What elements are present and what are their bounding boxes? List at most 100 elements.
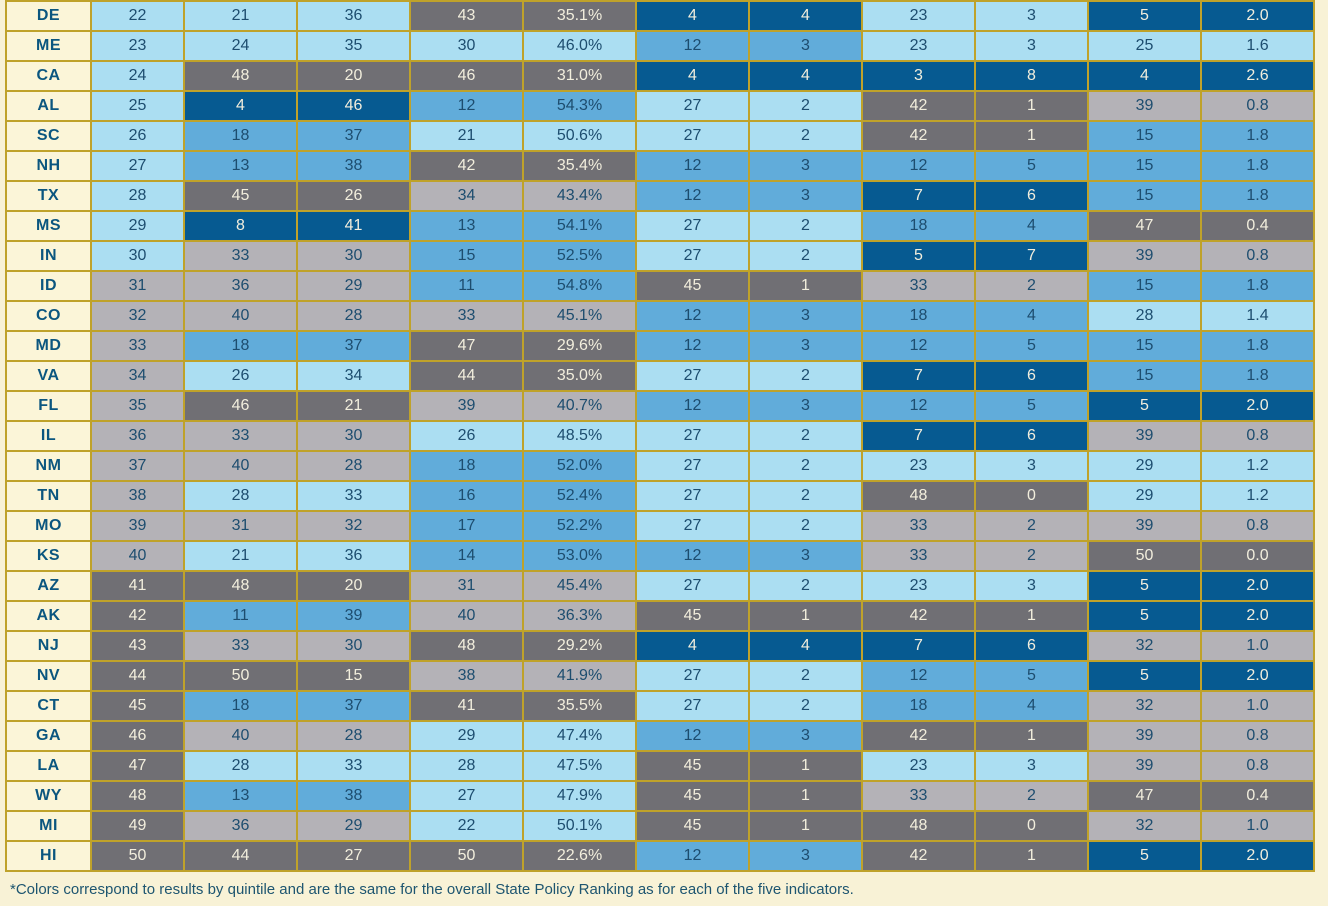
- indicator-4-value-cell: 5: [974, 330, 1089, 362]
- indicator-1-rank-cell: 8: [183, 210, 298, 242]
- indicator-3-rank-cell: 4: [635, 0, 750, 32]
- indicator-1-value-cell: 41: [296, 210, 411, 242]
- indicator-5-rank-cell: 5: [1087, 390, 1202, 422]
- indicator-4-rank-cell: 33: [861, 510, 976, 542]
- overall-rank-cell: 46: [90, 720, 185, 752]
- overall-rank-cell: 35: [90, 390, 185, 422]
- indicator-2-value-cell: 35.1%: [522, 0, 637, 32]
- indicator-2-rank-cell: 11: [409, 270, 524, 302]
- overall-rank-cell: 30: [90, 240, 185, 272]
- indicator-3-value-cell: 1: [748, 600, 863, 632]
- indicator-2-rank-cell: 33: [409, 300, 524, 332]
- indicator-2-rank-cell: 13: [409, 210, 524, 242]
- indicator-1-value-cell: 28: [296, 450, 411, 482]
- indicator-1-rank-cell: 24: [183, 30, 298, 62]
- state-cell: NH: [5, 150, 92, 182]
- indicator-3-rank-cell: 12: [635, 330, 750, 362]
- indicator-4-value-cell: 0: [974, 480, 1089, 512]
- indicator-3-rank-cell: 4: [635, 630, 750, 662]
- indicator-2-rank-cell: 30: [409, 30, 524, 62]
- table-row: IN 30 33 30 15 52.5% 27 2 5 7 39 0.8: [5, 240, 1315, 272]
- indicator-1-value-cell: 35: [296, 30, 411, 62]
- indicator-2-rank-cell: 31: [409, 570, 524, 602]
- state-cell: LA: [5, 750, 92, 782]
- state-cell: NV: [5, 660, 92, 692]
- indicator-2-value-cell: 35.5%: [522, 690, 637, 722]
- indicator-2-value-cell: 31.0%: [522, 60, 637, 92]
- state-cell: NM: [5, 450, 92, 482]
- indicator-3-value-cell: 2: [748, 360, 863, 392]
- state-cell: AL: [5, 90, 92, 122]
- indicator-3-value-cell: 3: [748, 540, 863, 572]
- indicator-2-rank-cell: 18: [409, 450, 524, 482]
- table-row: NJ 43 33 30 48 29.2% 4 4 7 6 32 1.0: [5, 630, 1315, 662]
- indicator-4-value-cell: 6: [974, 360, 1089, 392]
- overall-rank-cell: 27: [90, 150, 185, 182]
- indicator-2-value-cell: 54.8%: [522, 270, 637, 302]
- indicator-2-rank-cell: 42: [409, 150, 524, 182]
- footnote: *Colors correspond to results by quintil…: [0, 873, 1328, 906]
- indicator-4-value-cell: 6: [974, 630, 1089, 662]
- overall-rank-cell: 48: [90, 780, 185, 812]
- indicator-5-rank-cell: 32: [1087, 810, 1202, 842]
- indicator-5-rank-cell: 39: [1087, 510, 1202, 542]
- indicator-4-rank-cell: 18: [861, 210, 976, 242]
- indicator-5-value-cell: 1.4: [1200, 300, 1315, 332]
- indicator-3-value-cell: 1: [748, 750, 863, 782]
- table-row: MI 49 36 29 22 50.1% 45 1 48 0 32 1.0: [5, 810, 1315, 842]
- indicator-5-rank-cell: 29: [1087, 480, 1202, 512]
- indicator-5-rank-cell: 39: [1087, 240, 1202, 272]
- overall-rank-cell: 49: [90, 810, 185, 842]
- table-row: AK 42 11 39 40 36.3% 45 1 42 1 5 2.0: [5, 600, 1315, 632]
- indicator-1-rank-cell: 50: [183, 660, 298, 692]
- indicator-3-value-cell: 4: [748, 0, 863, 32]
- indicator-4-rank-cell: 48: [861, 480, 976, 512]
- indicator-2-rank-cell: 21: [409, 120, 524, 152]
- indicator-4-rank-cell: 42: [861, 720, 976, 752]
- ranking-table-body: DE 22 21 36 43 35.1% 4 4 23 3 5 2.0 ME 23 24 35 30 46.0% 1…: [5, 0, 1315, 872]
- indicator-3-value-cell: 2: [748, 210, 863, 242]
- indicator-3-rank-cell: 27: [635, 90, 750, 122]
- state-cell: MS: [5, 210, 92, 242]
- table-row: GA 46 40 28 29 47.4% 12 3 42 1 39 0.8: [5, 720, 1315, 752]
- indicator-5-value-cell: 2.0: [1200, 0, 1315, 32]
- indicator-3-rank-cell: 27: [635, 120, 750, 152]
- indicator-1-value-cell: 38: [296, 780, 411, 812]
- indicator-4-rank-cell: 23: [861, 30, 976, 62]
- indicator-2-rank-cell: 38: [409, 660, 524, 692]
- indicator-4-rank-cell: 23: [861, 750, 976, 782]
- indicator-3-value-cell: 1: [748, 780, 863, 812]
- indicator-1-rank-cell: 45: [183, 180, 298, 212]
- indicator-3-value-cell: 2: [748, 660, 863, 692]
- indicator-2-rank-cell: 26: [409, 420, 524, 452]
- overall-rank-cell: 26: [90, 120, 185, 152]
- indicator-3-value-cell: 3: [748, 390, 863, 422]
- indicator-5-value-cell: 1.6: [1200, 30, 1315, 62]
- indicator-1-value-cell: 30: [296, 420, 411, 452]
- state-cell: MO: [5, 510, 92, 542]
- indicator-3-value-cell: 3: [748, 300, 863, 332]
- state-cell: HI: [5, 840, 92, 872]
- overall-rank-cell: 39: [90, 510, 185, 542]
- indicator-1-rank-cell: 21: [183, 540, 298, 572]
- indicator-4-value-cell: 0: [974, 810, 1089, 842]
- indicator-3-rank-cell: 12: [635, 30, 750, 62]
- indicator-5-value-cell: 2.0: [1200, 600, 1315, 632]
- table-row: CO 32 40 28 33 45.1% 12 3 18 4 28 1.4: [5, 300, 1315, 332]
- indicator-5-value-cell: 1.8: [1200, 180, 1315, 212]
- indicator-2-rank-cell: 29: [409, 720, 524, 752]
- indicator-5-value-cell: 0.8: [1200, 510, 1315, 542]
- indicator-3-rank-cell: 27: [635, 510, 750, 542]
- indicator-1-value-cell: 46: [296, 90, 411, 122]
- indicator-4-value-cell: 1: [974, 90, 1089, 122]
- indicator-5-rank-cell: 50: [1087, 540, 1202, 572]
- indicator-4-value-cell: 3: [974, 30, 1089, 62]
- indicator-4-rank-cell: 48: [861, 810, 976, 842]
- indicator-4-rank-cell: 3: [861, 60, 976, 92]
- indicator-1-rank-cell: 36: [183, 270, 298, 302]
- ranking-table: DE 22 21 36 43 35.1% 4 4 23 3 5 2.0 ME 23 24 35 30 46.0% 1…: [5, 0, 1315, 872]
- overall-rank-cell: 32: [90, 300, 185, 332]
- indicator-4-rank-cell: 7: [861, 420, 976, 452]
- indicator-1-rank-cell: 21: [183, 0, 298, 32]
- indicator-3-rank-cell: 45: [635, 270, 750, 302]
